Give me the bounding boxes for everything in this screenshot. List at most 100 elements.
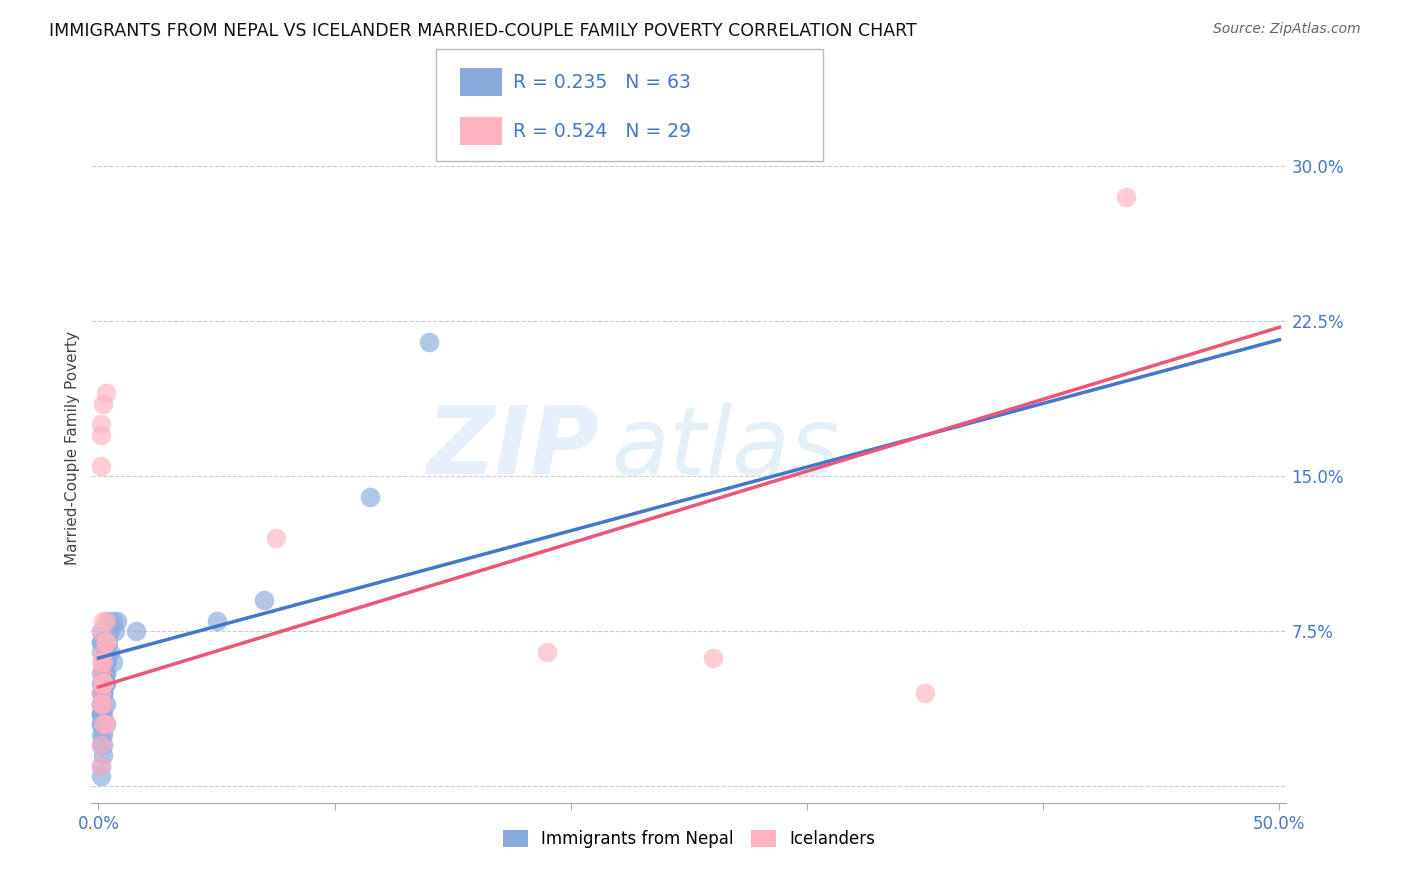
Point bbox=[101, 614, 124, 628]
Point bbox=[91, 706, 114, 721]
Point bbox=[90, 655, 112, 669]
Point bbox=[94, 676, 117, 690]
Point bbox=[90, 758, 112, 772]
Point bbox=[91, 728, 114, 742]
Point bbox=[94, 386, 117, 401]
Point bbox=[94, 645, 117, 659]
Text: ZIP: ZIP bbox=[426, 402, 599, 494]
Point bbox=[90, 728, 112, 742]
Point bbox=[90, 697, 112, 711]
Point bbox=[90, 717, 112, 731]
Legend: Immigrants from Nepal, Icelanders: Immigrants from Nepal, Icelanders bbox=[496, 823, 882, 855]
Point bbox=[105, 614, 128, 628]
Point bbox=[104, 624, 127, 639]
Point bbox=[91, 686, 114, 700]
Point bbox=[98, 645, 121, 659]
Point bbox=[91, 645, 114, 659]
Point bbox=[90, 665, 112, 680]
Point bbox=[91, 686, 114, 700]
Point bbox=[94, 665, 117, 680]
Point bbox=[90, 624, 112, 639]
Point bbox=[94, 676, 117, 690]
Point bbox=[90, 645, 112, 659]
Point bbox=[90, 458, 112, 473]
Point bbox=[94, 655, 117, 669]
Point bbox=[90, 738, 112, 752]
Point bbox=[90, 769, 112, 783]
Point bbox=[101, 655, 124, 669]
Point bbox=[90, 686, 112, 700]
Point bbox=[91, 665, 114, 680]
Text: atlas: atlas bbox=[612, 402, 839, 494]
Point bbox=[94, 634, 117, 648]
Text: R = 0.235   N = 63: R = 0.235 N = 63 bbox=[513, 72, 692, 92]
Point bbox=[90, 624, 112, 639]
Point bbox=[94, 634, 117, 648]
Point bbox=[90, 665, 112, 680]
Text: R = 0.524   N = 29: R = 0.524 N = 29 bbox=[513, 121, 692, 141]
Point bbox=[702, 651, 724, 665]
Point bbox=[90, 706, 112, 721]
Point bbox=[91, 665, 114, 680]
Text: Source: ZipAtlas.com: Source: ZipAtlas.com bbox=[1213, 22, 1361, 37]
Point bbox=[98, 624, 121, 639]
Point bbox=[91, 676, 114, 690]
Point bbox=[90, 738, 112, 752]
Y-axis label: Married-Couple Family Poverty: Married-Couple Family Poverty bbox=[65, 331, 80, 566]
Point bbox=[91, 676, 114, 690]
Point bbox=[94, 697, 117, 711]
Point bbox=[90, 706, 112, 721]
Point bbox=[90, 717, 112, 731]
Point bbox=[94, 717, 117, 731]
Point bbox=[97, 634, 120, 648]
Point bbox=[90, 697, 112, 711]
Point bbox=[91, 738, 114, 752]
Point bbox=[418, 334, 440, 349]
Point bbox=[90, 634, 112, 648]
Point bbox=[97, 614, 120, 628]
Point bbox=[90, 676, 112, 690]
Point bbox=[91, 717, 114, 731]
Point bbox=[91, 655, 114, 669]
Point bbox=[359, 490, 381, 504]
Point bbox=[94, 655, 117, 669]
Point bbox=[91, 676, 114, 690]
Point bbox=[125, 624, 148, 639]
Point bbox=[90, 417, 112, 432]
Point bbox=[90, 758, 112, 772]
Point bbox=[91, 697, 114, 711]
Point bbox=[91, 665, 114, 680]
Point bbox=[90, 686, 112, 700]
Point bbox=[91, 676, 114, 690]
Point bbox=[91, 676, 114, 690]
Point bbox=[91, 676, 114, 690]
Text: IMMIGRANTS FROM NEPAL VS ICELANDER MARRIED-COUPLE FAMILY POVERTY CORRELATION CHA: IMMIGRANTS FROM NEPAL VS ICELANDER MARRI… bbox=[49, 22, 917, 40]
Point bbox=[91, 614, 114, 628]
Point bbox=[1115, 190, 1137, 204]
Point bbox=[90, 697, 112, 711]
Point bbox=[94, 665, 117, 680]
Point bbox=[90, 427, 112, 442]
Point bbox=[94, 655, 117, 669]
Point bbox=[91, 676, 114, 690]
Point bbox=[90, 706, 112, 721]
Point bbox=[91, 655, 114, 669]
Point bbox=[536, 645, 558, 659]
Point bbox=[253, 593, 276, 607]
Point bbox=[91, 748, 114, 763]
Point bbox=[91, 697, 114, 711]
Point bbox=[264, 531, 287, 545]
Point bbox=[90, 686, 112, 700]
Point bbox=[205, 614, 228, 628]
Point bbox=[94, 717, 117, 731]
Point bbox=[914, 686, 936, 700]
Point bbox=[91, 676, 114, 690]
Point bbox=[91, 686, 114, 700]
Point bbox=[90, 634, 112, 648]
Point bbox=[94, 655, 117, 669]
Point bbox=[94, 645, 117, 659]
Point bbox=[94, 614, 117, 628]
Point bbox=[91, 397, 114, 411]
Point bbox=[91, 697, 114, 711]
Point bbox=[91, 686, 114, 700]
